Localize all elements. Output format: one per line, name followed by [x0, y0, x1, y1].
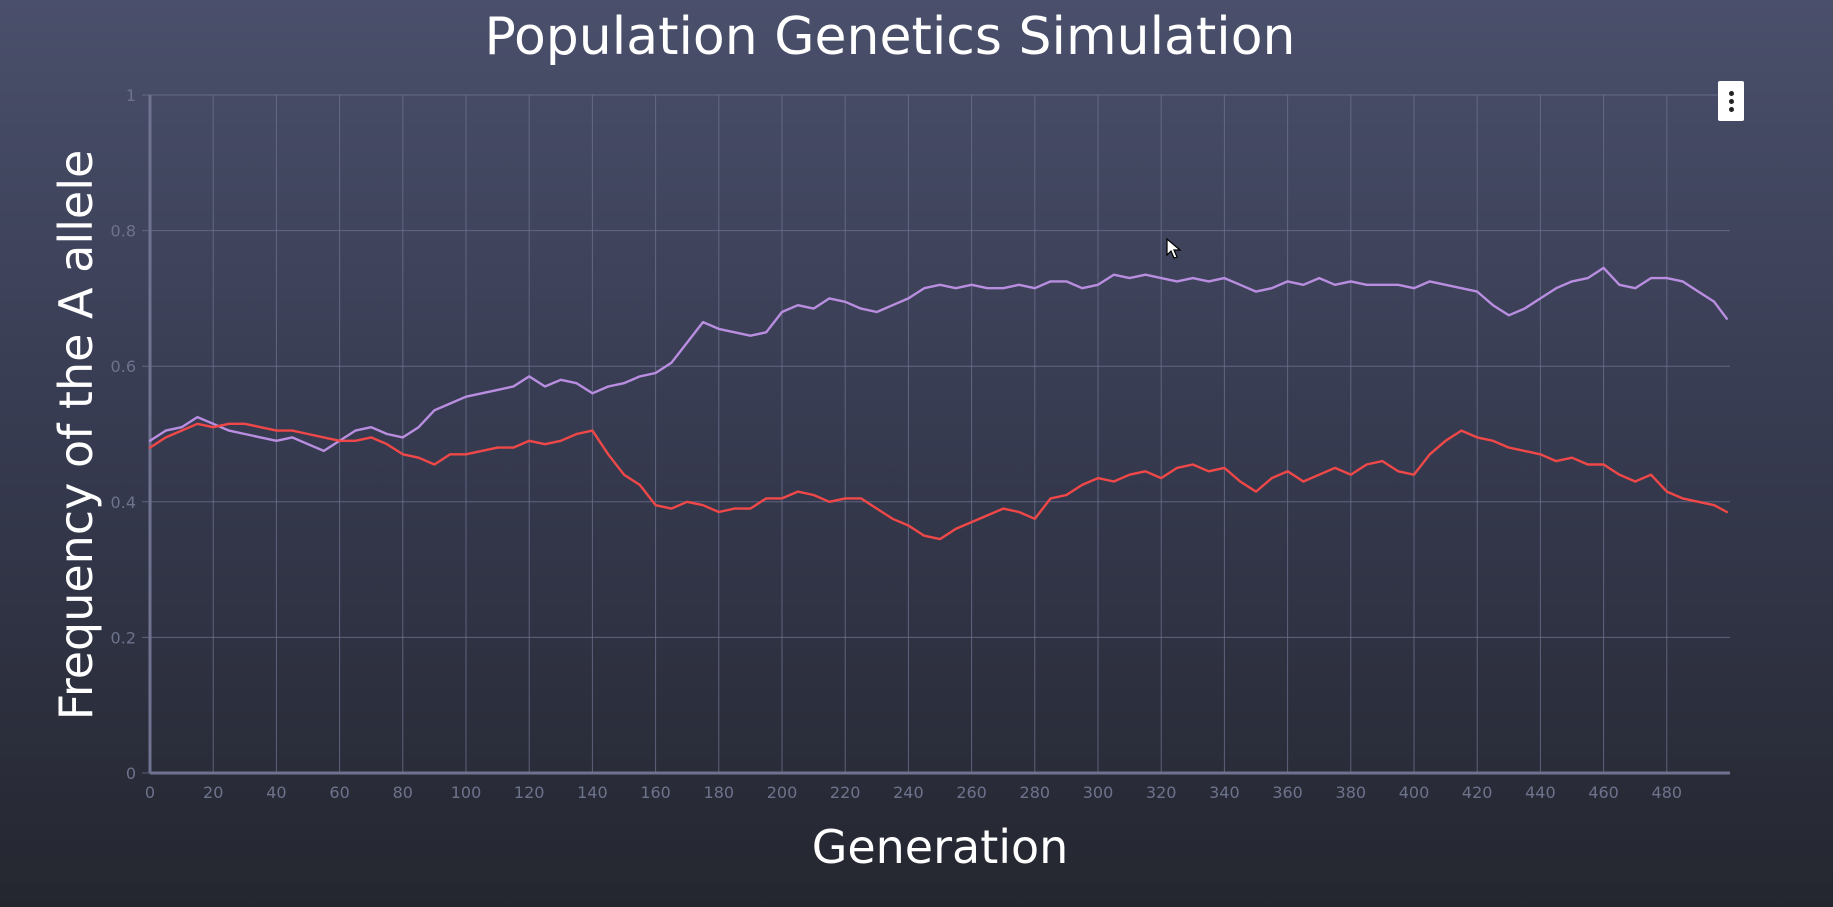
- x-tick-label: 140: [577, 783, 608, 802]
- x-tick-label: 340: [1209, 783, 1240, 802]
- x-tick-label: 280: [1020, 783, 1051, 802]
- x-tick-label: 100: [451, 783, 482, 802]
- x-tick-label: 400: [1399, 783, 1430, 802]
- tick-labels: 0 20 40 60 80 100 120 140 160 180 200 220 240 260 280 3…: [111, 86, 1683, 802]
- x-tick-label: 200: [767, 783, 798, 802]
- more-vert-icon-dot: [1728, 106, 1734, 112]
- x-tick-label: 180: [704, 783, 735, 802]
- series-lines: [148, 266, 1728, 541]
- x-tick-label: 120: [514, 783, 545, 802]
- chart-title: Population Genetics Simulation: [484, 7, 1295, 67]
- x-tick-label: 260: [956, 783, 987, 802]
- axes: [148, 95, 1730, 775]
- x-tick-label: 60: [329, 783, 349, 802]
- x-tick-label: 40: [266, 783, 286, 802]
- more-vert-icon-dot: [1728, 98, 1734, 104]
- y-tick-label: 0.4: [111, 493, 136, 512]
- grid: [142, 94, 1730, 774]
- y-tick-label: 0.8: [111, 222, 136, 241]
- y-tick-label: 1: [126, 86, 136, 105]
- x-tick-label: 240: [893, 783, 924, 802]
- x-tick-label: 360: [1272, 783, 1303, 802]
- y-axis-title: Frequency of the A allele: [49, 150, 103, 721]
- x-tick-label: 380: [1336, 783, 1367, 802]
- x-tick-label: 300: [1083, 783, 1114, 802]
- mouse-pointer-icon: [1166, 238, 1182, 259]
- x-tick-label: 0: [145, 783, 155, 802]
- x-axis-title: Generation: [812, 820, 1069, 874]
- chart-menu-button[interactable]: [1718, 81, 1744, 121]
- x-tick-label: 460: [1588, 783, 1619, 802]
- y-tick-label: 0.2: [111, 628, 136, 647]
- x-tick-label: 160: [640, 783, 671, 802]
- x-tick-label: 480: [1652, 783, 1683, 802]
- x-tick-label: 220: [830, 783, 861, 802]
- x-tick-label: 440: [1525, 783, 1556, 802]
- x-tick-label: 20: [203, 783, 223, 802]
- x-tick-label: 80: [393, 783, 413, 802]
- x-tick-label: 320: [1146, 783, 1177, 802]
- series-line-2: [148, 422, 1728, 541]
- more-vert-icon: [1728, 90, 1734, 96]
- y-tick-label: 0: [126, 764, 136, 783]
- y-tick-label: 0.6: [111, 357, 136, 376]
- series-line-1: [148, 266, 1728, 453]
- x-tick-label: 420: [1462, 783, 1493, 802]
